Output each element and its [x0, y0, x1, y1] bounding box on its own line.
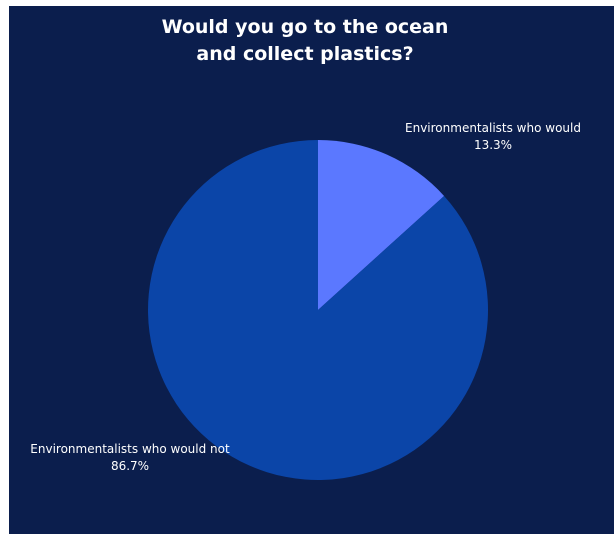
slice-value-would: 13.3% — [473, 138, 513, 152]
chart-title-line-2: and collect plastics? — [196, 43, 414, 65]
pie-slice-would — [318, 140, 445, 310]
slice-name-would-not: Environmentalists who would not — [30, 442, 230, 456]
slice-value-would-not: 86.7% — [110, 459, 150, 473]
slice-label-would: Environmentalists who would 13.3% — [393, 120, 593, 154]
chart-title-line-1: Would you go to the ocean — [161, 16, 449, 38]
slice-label-would-not: Environmentalists who would not 86.7% — [14, 441, 246, 475]
chart-title: Would you go to the ocean and collect pl… — [0, 14, 610, 68]
slice-name-would: Environmentalists who would — [405, 121, 581, 135]
pie-slice-would-not — [148, 140, 489, 480]
